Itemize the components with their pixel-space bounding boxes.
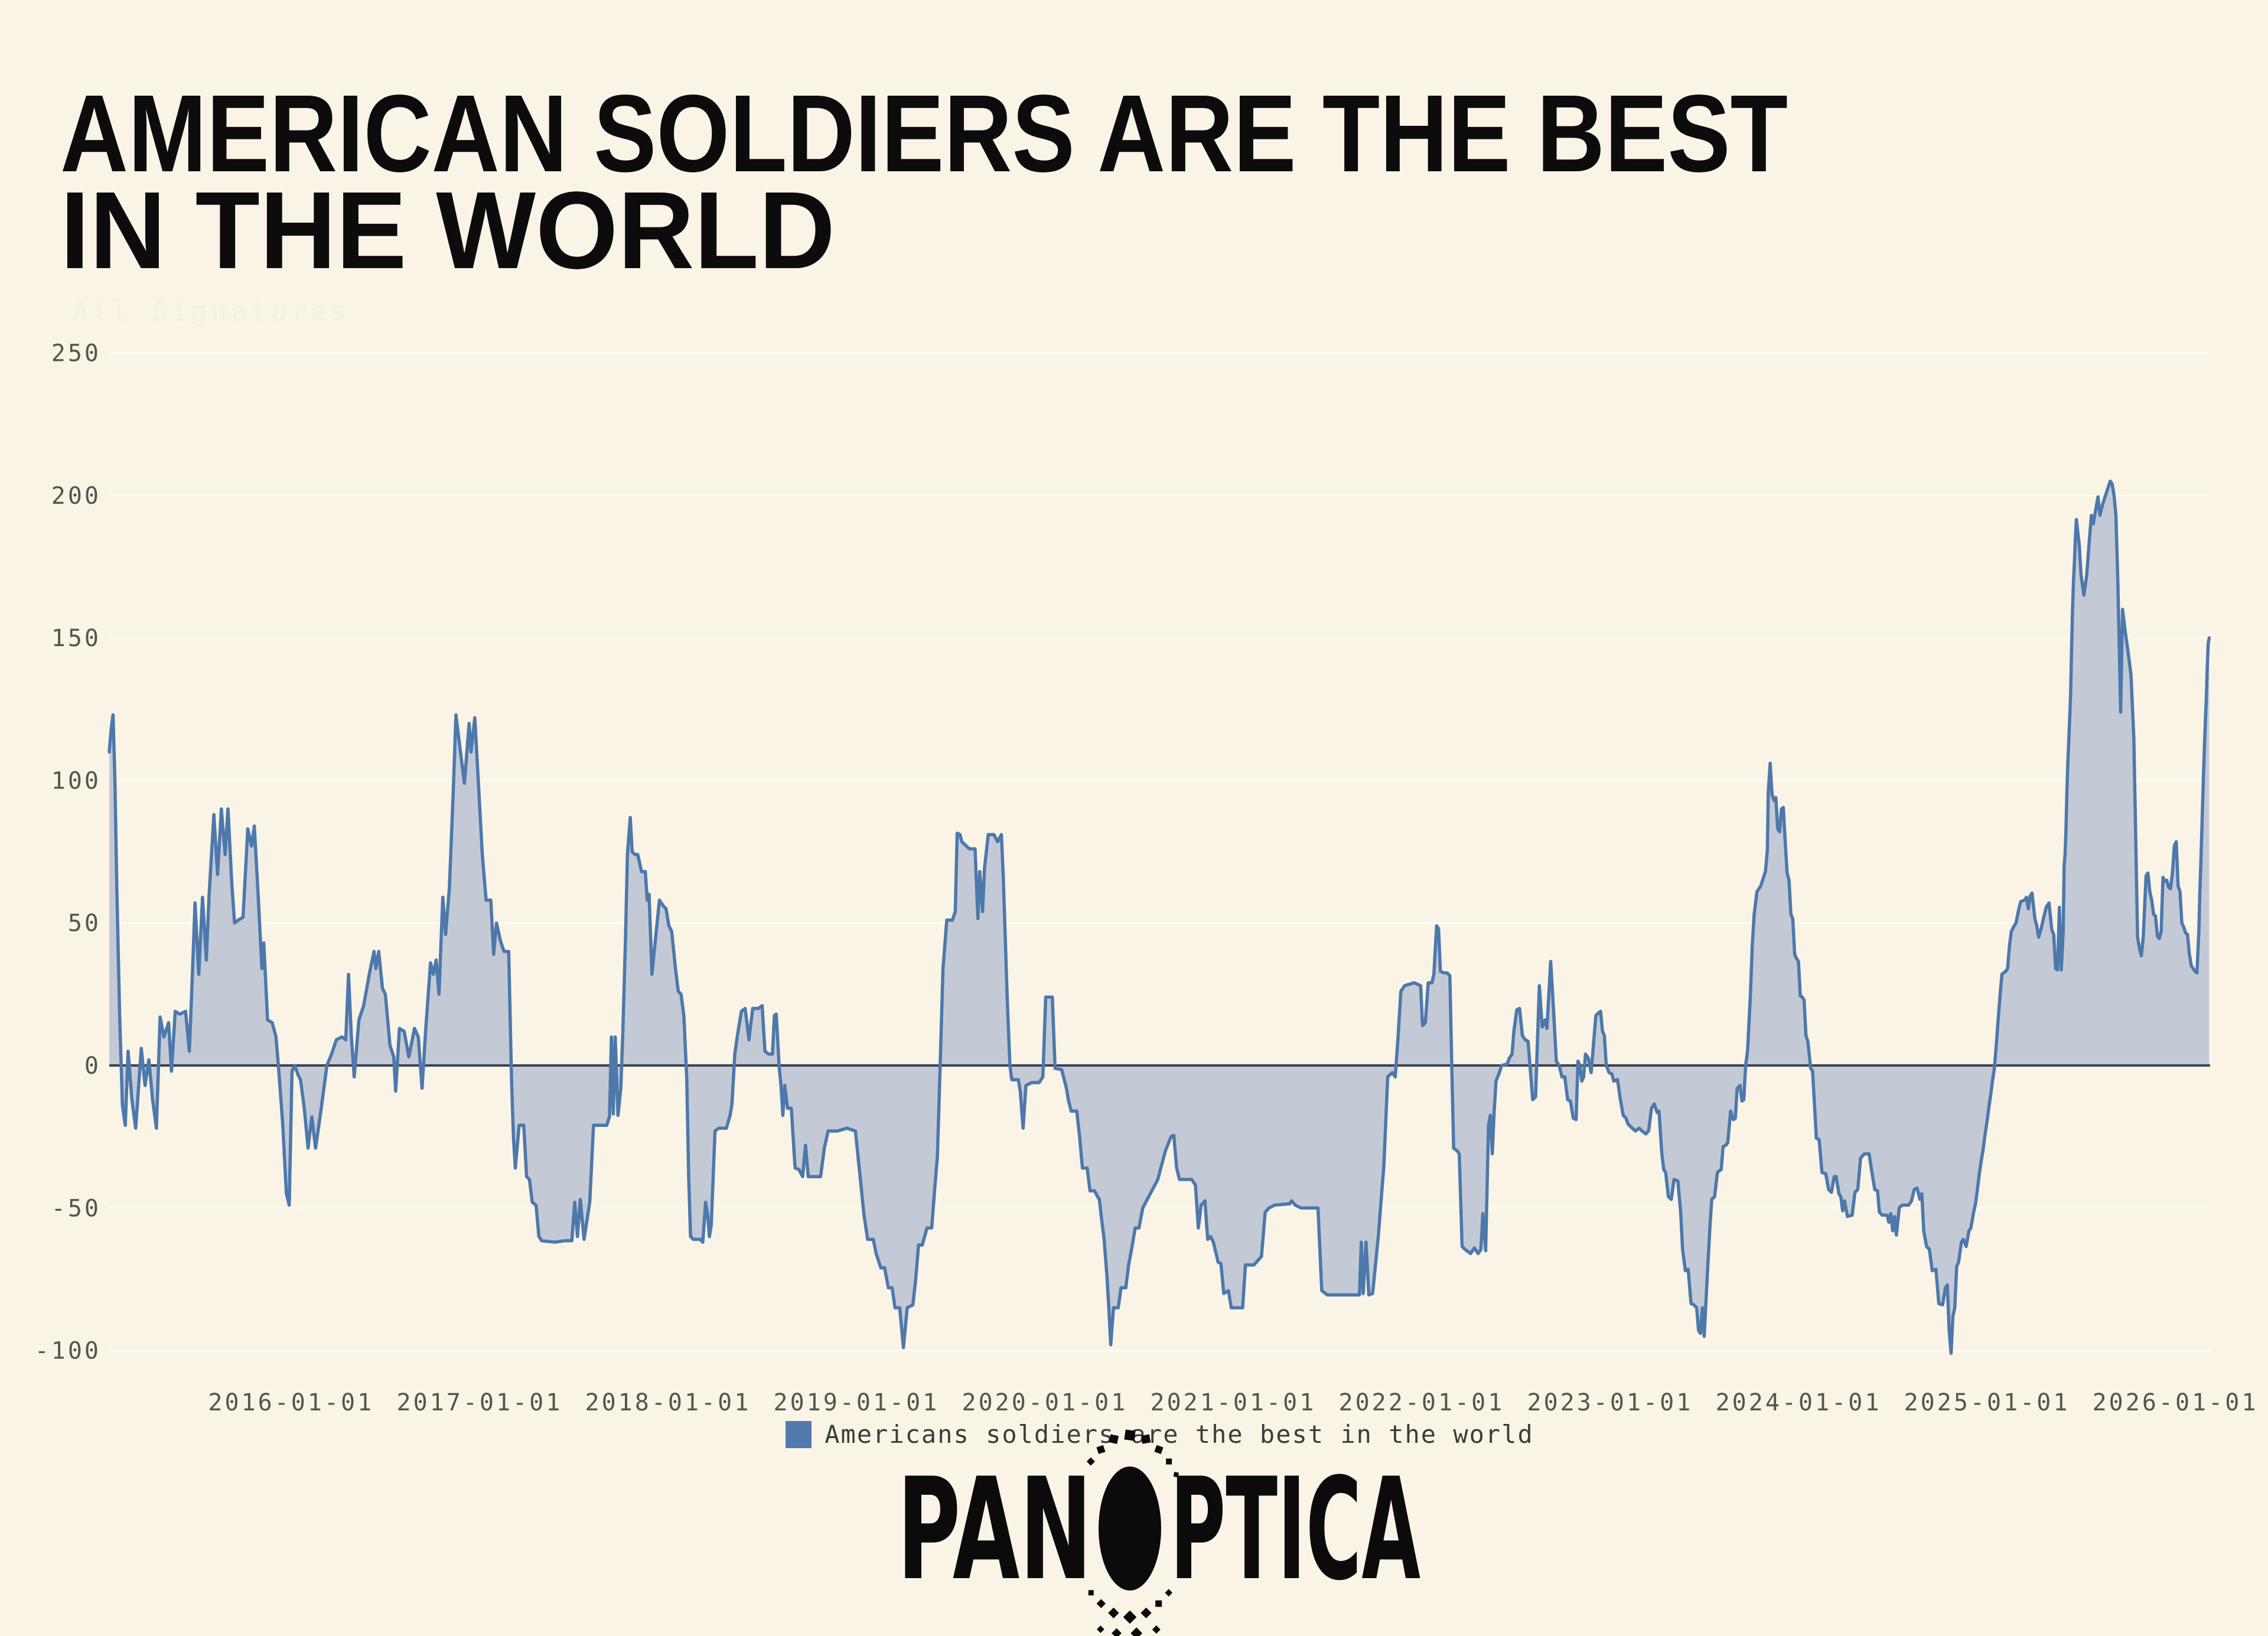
- x-tick-label: 2018-01-01: [585, 1389, 751, 1416]
- x-tick-label: 2025-01-01: [1904, 1389, 2070, 1416]
- logo-dot-icon: [1097, 1625, 1104, 1633]
- x-tick-label: 2023-01-01: [1527, 1389, 1693, 1416]
- panoptica-logo: PAN PTICA: [897, 1429, 1420, 1636]
- series-line: [107, 479, 2211, 1355]
- page-title-line-1: AMERICAN SOLDIERS ARE THE BEST: [60, 76, 1788, 195]
- logo-dot-icon: [1096, 1445, 1106, 1454]
- legend-label: Americans soldiers are the best in the w…: [825, 1420, 1534, 1449]
- logo-dot-icon: [1124, 1429, 1136, 1441]
- series-area-fill: [109, 481, 2210, 1354]
- y-tick-label: 50: [68, 910, 101, 937]
- x-tick-label: 2017-01-01: [396, 1389, 562, 1416]
- area-chart: 250 200 150 100 50 0 -50 -100 2016-01-01 2017-01-…: [35, 340, 2259, 1417]
- x-tick-label: 2022-01-01: [1338, 1389, 1504, 1416]
- logo-dot-icon: [1123, 1610, 1137, 1624]
- logo-dot-icon: [1155, 1600, 1162, 1607]
- logo-dot-icon: [1130, 1627, 1143, 1636]
- x-tick-label: 2020-01-01: [962, 1389, 1128, 1416]
- logo-dot-icon: [1096, 1599, 1106, 1608]
- logo-dot-icon: [1154, 1445, 1164, 1455]
- logo-dot-icon: [1109, 1434, 1119, 1444]
- y-tick-label: -100: [35, 1338, 101, 1365]
- y-tick-label: 250: [51, 340, 101, 367]
- page-title-line-2: IN THE WORLD: [60, 170, 835, 282]
- logo-dot-icon: [1166, 1458, 1172, 1465]
- logo-dot-icon: [1141, 1434, 1151, 1444]
- x-tick-label: 2016-01-01: [208, 1389, 374, 1416]
- y-tick-label: 100: [51, 767, 101, 794]
- y-tick-label: 0: [84, 1052, 101, 1080]
- logo-text-ptica: PTICA: [1170, 1448, 1420, 1612]
- logo-dot-icon: [1165, 1589, 1173, 1597]
- logo-dot-icon: [1112, 1628, 1122, 1636]
- logo-dot-icon: [1140, 1607, 1152, 1619]
- logo-dot-icon: [1173, 1472, 1179, 1478]
- page-title: AMERICAN SOLDIERS ARE THE BEST IN THE WO…: [60, 76, 1788, 282]
- legend: Americans soldiers are the best in the w…: [109, 1420, 2210, 1449]
- logo-globe-icon: [1099, 1466, 1161, 1591]
- y-tick-label: -50: [51, 1195, 101, 1222]
- y-tick-label: 150: [51, 625, 101, 652]
- y-tick-label: 200: [51, 483, 101, 510]
- logo-dot-icon: [1088, 1590, 1094, 1596]
- x-tick-label: 2024-01-01: [1716, 1389, 1882, 1416]
- logo-dot-icon: [1152, 1625, 1161, 1634]
- x-tick-label: 2026-01-01: [2093, 1389, 2259, 1416]
- logo-text-pan: PAN: [897, 1448, 1092, 1612]
- logo-dot-icon: [1108, 1607, 1119, 1619]
- x-tick-label: 2021-01-01: [1150, 1389, 1316, 1416]
- page: { "title": { "line1": "AMERICAN SOLDIERS…: [34, 76, 2259, 1636]
- chart-subtitle: All Signatures: [72, 295, 351, 327]
- x-tick-label: 2019-01-01: [773, 1389, 939, 1416]
- legend-swatch-icon: [786, 1420, 812, 1448]
